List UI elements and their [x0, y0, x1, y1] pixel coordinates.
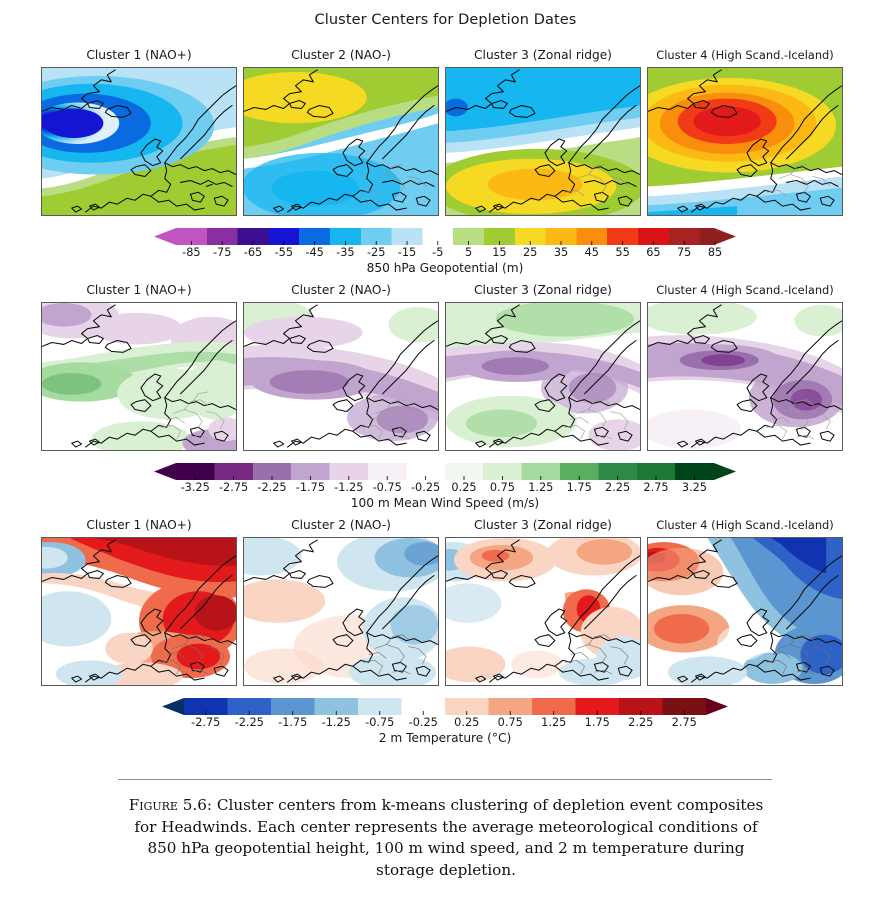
panel-temperature-cluster-4: Cluster 4 (High Scand.-Iceland) — [647, 518, 843, 686]
colorbar-axis-label: 850 hPa Geopotential (m) — [366, 261, 524, 275]
cbar-tick: 3.25 — [681, 481, 707, 494]
colorbar-tick-labels: -85 -75 -65 -55 -45 -35 -25 -15 -5 5 15 … — [152, 246, 738, 262]
cbar-tick: 5 — [465, 246, 473, 259]
cbar-tick: -45 — [305, 246, 324, 259]
panel-title: Cluster 1 (NAO+) — [86, 48, 192, 62]
panel-title: Cluster 2 (NAO-) — [291, 48, 391, 62]
panel-geopotential-cluster-2: Cluster 2 (NAO-) — [243, 48, 439, 216]
cbar-tick: 2.25 — [628, 716, 654, 729]
colorbar-temperature: -2.75 -2.25 -1.75 -1.25 -0.75 -0.25 0.25… — [160, 698, 730, 745]
cbar-tick: 35 — [553, 246, 569, 259]
cbar-tick: -2.75 — [191, 716, 221, 729]
colorbar-axis-label: 100 m Mean Wind Speed (m/s) — [350, 496, 540, 510]
panel-title: Cluster 4 (High Scand.-Iceland) — [656, 48, 834, 62]
colorbar-gradient — [162, 698, 728, 715]
cbar-tick: -15 — [397, 246, 417, 259]
panel-wind-cluster-3: Cluster 3 (Zonal ridge) — [445, 283, 641, 451]
cbar-tick: 1.75 — [566, 481, 592, 494]
cbar-tick: -0.25 — [408, 716, 438, 729]
panel-wind-cluster-2: Cluster 2 (NAO-) — [243, 283, 439, 451]
map-canvas — [647, 67, 843, 216]
cbar-tick: -2.75 — [218, 481, 249, 494]
caption-divider — [118, 779, 772, 781]
panel-title: Cluster 1 (NAO+) — [86, 518, 192, 532]
cbar-tick: -25 — [366, 246, 386, 259]
map-canvas — [647, 302, 843, 451]
cbar-tick: 45 — [584, 246, 599, 259]
colorbar-geopotential: -85 -75 -65 -55 -45 -35 -25 -15 -5 5 15 … — [152, 228, 738, 275]
cbar-tick: 1.75 — [584, 716, 610, 729]
cbar-tick: 0.75 — [489, 481, 515, 494]
map-canvas — [647, 537, 843, 686]
map-canvas — [445, 302, 641, 451]
figure-caption: Figure 5.6: Cluster centers from k-means… — [120, 795, 772, 881]
cbar-tick: -35 — [336, 246, 355, 259]
panel-geopotential-cluster-1: Cluster 1 (NAO+) — [41, 48, 237, 216]
cbar-tick: -65 — [243, 246, 263, 259]
cbar-tick: 2.75 — [671, 716, 697, 729]
caption-figure-number: Figure 5.6: — [128, 796, 213, 814]
panel-temperature-cluster-3: Cluster 3 (Zonal ridge) — [445, 518, 641, 686]
caption-body: Cluster centers from k-means clustering … — [134, 796, 764, 879]
figure-title: Cluster Centers for Depletion Dates — [314, 12, 577, 28]
colorbar-axis-label: 2 m Temperature (°C) — [378, 731, 512, 745]
cbar-tick: 0.25 — [451, 481, 477, 494]
panel-temperature-cluster-1: Cluster 1 (NAO+) — [41, 518, 237, 686]
colorbar-tick-labels: -2.75 -2.25 -1.75 -1.25 -0.75 -0.25 0.25… — [160, 716, 730, 732]
cbar-tick: 0.25 — [454, 716, 480, 729]
cbar-tick: -5 — [432, 246, 444, 259]
map-canvas — [243, 537, 439, 686]
cbar-tick: 2.75 — [643, 481, 669, 494]
cbar-tick: 1.25 — [541, 716, 567, 729]
cbar-tick: -2.25 — [257, 481, 287, 494]
map-canvas — [41, 67, 237, 216]
cbar-tick: -3.25 — [180, 481, 210, 494]
panel-title: Cluster 3 (Zonal ridge) — [474, 48, 612, 62]
colorbar-tick-labels: -3.25 -2.75 -2.25 -1.75 -1.25 -0.75 -0.2… — [152, 481, 738, 497]
cbar-tick: -2.25 — [234, 716, 264, 729]
map-canvas — [445, 537, 641, 686]
cbar-tick: 2.25 — [605, 481, 631, 494]
cbar-tick: 75 — [677, 246, 692, 259]
panel-temperature-cluster-2: Cluster 2 (NAO-) — [243, 518, 439, 686]
panel-wind-cluster-1: Cluster 1 (NAO+) — [41, 283, 237, 451]
colorbar-wind-speed: -3.25 -2.75 -2.25 -1.75 -1.25 -0.75 -0.2… — [152, 463, 738, 510]
cbar-tick: -55 — [274, 246, 294, 259]
cbar-tick: -1.25 — [321, 716, 351, 729]
panel-geopotential-cluster-3: Cluster 3 (Zonal ridge) — [445, 48, 641, 216]
map-canvas — [445, 67, 641, 216]
cbar-tick: 0.75 — [497, 716, 523, 729]
cbar-tick: -1.75 — [278, 716, 308, 729]
panel-title: Cluster 2 (NAO-) — [291, 518, 391, 532]
cbar-tick: -0.75 — [365, 716, 395, 729]
cbar-tick: -0.25 — [410, 481, 441, 494]
cbar-tick: 25 — [523, 246, 538, 259]
panel-title: Cluster 4 (High Scand.-Iceland) — [656, 518, 834, 532]
panel-wind-cluster-4: Cluster 4 (High Scand.-Iceland) — [647, 283, 843, 451]
panel-title: Cluster 4 (High Scand.-Iceland) — [656, 283, 834, 297]
cbar-tick: 1.25 — [528, 481, 554, 494]
cbar-tick: 55 — [615, 246, 630, 259]
cbar-tick: -75 — [212, 246, 232, 259]
cbar-tick: 65 — [646, 246, 661, 259]
colorbar-gradient — [154, 228, 736, 245]
panel-title: Cluster 1 (NAO+) — [86, 283, 192, 297]
colorbar-gradient — [154, 463, 736, 480]
map-canvas — [243, 302, 439, 451]
cbar-tick: -1.75 — [295, 481, 326, 494]
map-canvas — [41, 302, 237, 451]
cbar-tick: -0.75 — [372, 481, 402, 494]
cbar-tick: 15 — [492, 246, 507, 259]
panel-title: Cluster 3 (Zonal ridge) — [474, 283, 612, 297]
panel-geopotential-cluster-4: Cluster 4 (High Scand.-Iceland) — [647, 48, 843, 216]
cbar-tick: 85 — [707, 246, 723, 259]
map-canvas — [41, 537, 237, 686]
panel-title: Cluster 3 (Zonal ridge) — [474, 518, 612, 532]
cbar-tick: -85 — [182, 246, 201, 259]
panel-title: Cluster 2 (NAO-) — [291, 283, 391, 297]
cbar-tick: -1.25 — [334, 481, 364, 494]
map-canvas — [243, 67, 439, 216]
